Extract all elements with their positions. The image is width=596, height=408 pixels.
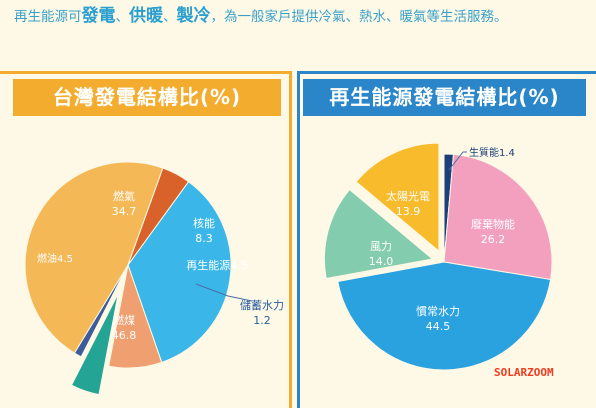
left-panel-frame bbox=[0, 71, 292, 408]
slice-label: 儲蓄水力 bbox=[240, 299, 284, 312]
pie-slice-taiwan-6 bbox=[127, 167, 190, 266]
slice-value: 26.2 bbox=[481, 233, 506, 246]
slice-value: 14.0 bbox=[369, 255, 394, 268]
highlight-cooling: 製冷 bbox=[176, 6, 211, 26]
slice-label-value: 燃油4.5 bbox=[37, 252, 73, 265]
pie-slice-taiwan-1 bbox=[127, 180, 232, 363]
chart-title-taiwan: 台灣發電結構比(%) bbox=[13, 79, 281, 116]
watermark: SOLARZOOM bbox=[494, 366, 554, 379]
pie-slice-renewable-5 bbox=[355, 142, 440, 253]
slice-value: 44.5 bbox=[426, 320, 451, 333]
slice-value: 1.2 bbox=[253, 314, 271, 327]
intro-part: ，為一般家戶提供冷氣、熱水、暖氣等生活服務。 bbox=[210, 9, 508, 25]
slice-label: 太陽光電 bbox=[386, 189, 430, 203]
slice-value: 8.3 bbox=[195, 232, 213, 245]
slice-label: 風力 bbox=[370, 240, 392, 253]
pie-slice-taiwan-3 bbox=[70, 293, 119, 396]
intro-separator: 、 bbox=[163, 9, 177, 25]
label-leader-line bbox=[195, 283, 253, 302]
slice-value: 34.7 bbox=[112, 205, 137, 218]
highlight-power: 發電 bbox=[81, 6, 116, 26]
pie-slice-renewable-3 bbox=[337, 261, 552, 371]
slice-label: 燃煤 bbox=[113, 313, 135, 327]
intro-text: 再生能源可發電、供暖、製冷，為一般家戶提供冷氣、熱水、暖氣等生活服務。 bbox=[14, 4, 584, 29]
slice-label: 核能 bbox=[193, 216, 215, 230]
slice-label: 燃氣 bbox=[113, 189, 135, 203]
pie-slice-renewable-4 bbox=[323, 188, 434, 280]
intro-separator: 、 bbox=[115, 9, 130, 25]
slice-label-value: 生質能1.4 bbox=[469, 146, 515, 159]
pie-slice-taiwan-2 bbox=[108, 263, 163, 369]
slice-label-value: 再生能源4.5 bbox=[186, 258, 248, 272]
pie-slice-taiwan-5 bbox=[24, 161, 164, 354]
intro-part: 再生能源可 bbox=[14, 9, 82, 25]
right-panel-frame bbox=[297, 71, 596, 408]
label-leader-line bbox=[448, 151, 467, 171]
slice-label: 廢棄物能 bbox=[471, 217, 515, 231]
slice-value: 13.9 bbox=[396, 205, 421, 218]
highlight-heating: 供暖 bbox=[129, 6, 163, 26]
pie-slice-renewable-2 bbox=[443, 153, 553, 281]
slice-value: 46.8 bbox=[112, 329, 137, 342]
chart-title-renewable: 再生能源發電結構比(%) bbox=[303, 79, 586, 116]
slice-label: 慣常水力 bbox=[416, 304, 460, 318]
